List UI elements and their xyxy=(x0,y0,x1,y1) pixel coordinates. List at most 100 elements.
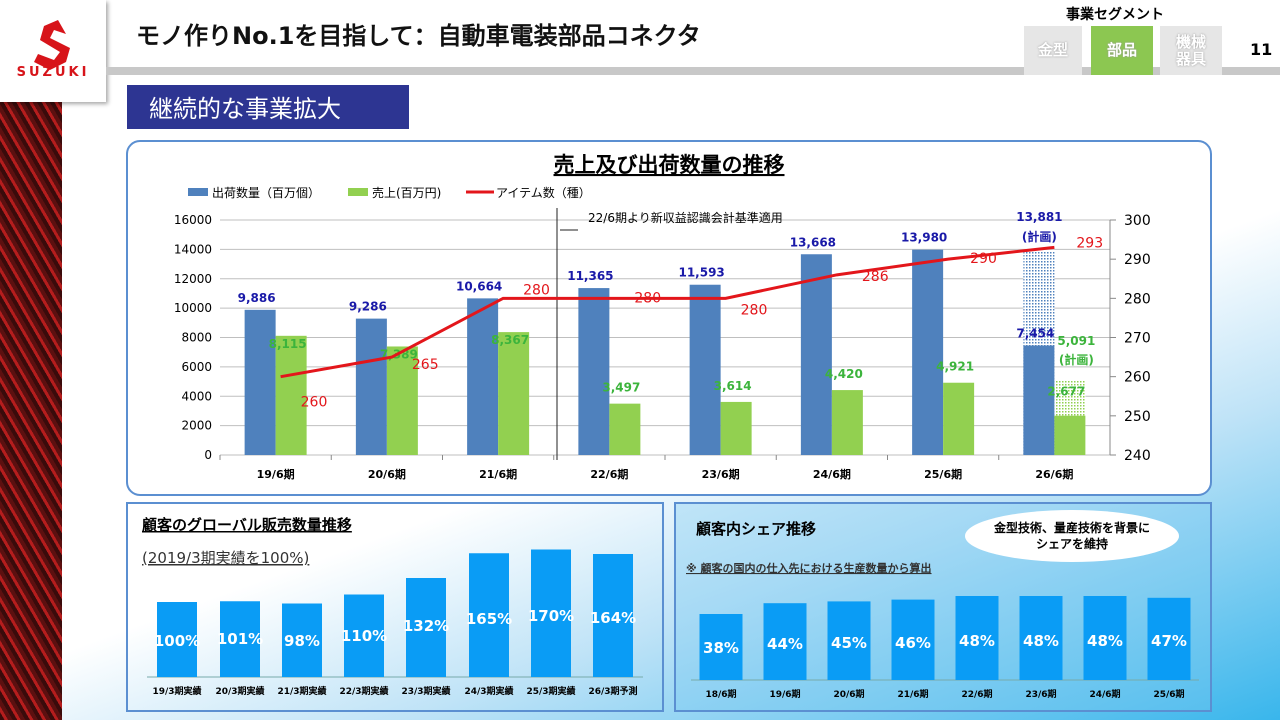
left-tick-label: 6000 xyxy=(181,360,212,374)
bar xyxy=(220,601,260,677)
bar xyxy=(157,602,197,677)
items-value-label: 290 xyxy=(970,251,997,267)
left-tick-label: 10000 xyxy=(174,301,212,315)
share-chart-note: ※ 顧客の国内の仕入先における生産数量から算出 xyxy=(686,561,932,575)
plan-note: (計画) xyxy=(1022,229,1057,244)
items-value-label: 265 xyxy=(412,357,439,373)
callout-bubble: 金型技術、量産技術を背景に シェアを維持 xyxy=(965,510,1179,562)
category-label: 23/6期 xyxy=(1025,688,1056,700)
items-value-label: 286 xyxy=(862,269,889,285)
suzuki-logo: SUZUKI xyxy=(0,0,106,102)
sales-value-label: 4,921 xyxy=(936,360,974,374)
shipments-value-label: 13,668 xyxy=(790,235,836,249)
category-label: 22/6期 xyxy=(590,467,628,481)
shipments-bar xyxy=(244,309,276,455)
sales-bar xyxy=(386,346,418,455)
sales-value-label: 3,614 xyxy=(714,379,752,393)
bar-value-label: 165% xyxy=(466,610,512,628)
legend-swatch-sales xyxy=(348,188,368,196)
category-label: 24/6期 xyxy=(813,467,851,481)
legend-label: アイテム数（種） xyxy=(496,185,591,200)
category-label: 24/3期実績 xyxy=(464,685,513,697)
bar-value-label: 46% xyxy=(895,634,931,652)
plan-note: (計画) xyxy=(1059,352,1094,367)
items-value-label: 280 xyxy=(741,302,768,318)
bar xyxy=(891,599,935,680)
sales-value-label: 4,420 xyxy=(825,367,863,381)
left-tick-label: 14000 xyxy=(174,242,212,256)
shipments-bar xyxy=(578,288,610,455)
shipments-bar xyxy=(689,284,721,455)
sales-bar xyxy=(720,401,752,455)
shipments-bar xyxy=(912,249,944,455)
category-label: 24/6期 xyxy=(1089,688,1120,700)
bar xyxy=(1147,597,1191,680)
left-tick-label: 2000 xyxy=(181,419,212,433)
bar-value-label: 38% xyxy=(703,639,739,657)
left-tick-label: 0 xyxy=(204,448,212,462)
shipments-bar xyxy=(355,318,387,455)
shipments-value-label: 7,454 xyxy=(1016,327,1054,341)
chart-title: 売上及び出荷数量の推移 xyxy=(554,153,785,177)
bar-value-label: 45% xyxy=(831,634,867,652)
section-heading: 継続的な事業拡大 xyxy=(127,85,409,129)
bar xyxy=(282,603,322,677)
items-value-label: 280 xyxy=(634,290,661,306)
bar-value-label: 170% xyxy=(528,607,574,625)
items-value-label: 280 xyxy=(523,282,550,298)
sales-value-label: 8,115 xyxy=(269,337,307,351)
sales-bar xyxy=(831,390,863,455)
sales-value-label: 3,497 xyxy=(602,381,640,395)
bar-value-label: 100% xyxy=(154,632,200,650)
bar-value-label: 101% xyxy=(217,630,263,648)
logo-text: SUZUKI xyxy=(17,65,90,80)
bar-value-label: 110% xyxy=(341,627,387,645)
left-tick-label: 4000 xyxy=(181,389,212,403)
right-tick-label: 270 xyxy=(1124,331,1151,347)
bar-value-label: 164% xyxy=(590,609,636,627)
category-label: 19/6期 xyxy=(769,688,800,700)
shipments-value-label: 11,365 xyxy=(567,269,613,283)
bar-value-label: 98% xyxy=(284,632,320,650)
bar xyxy=(827,601,871,680)
bar xyxy=(699,614,743,680)
shipments-value-label: 9,286 xyxy=(349,300,387,314)
page-number: 11 xyxy=(1250,40,1273,59)
shipments-value-label: 10,664 xyxy=(456,279,502,293)
segment-buhin[interactable]: 部品 xyxy=(1091,26,1153,75)
shipments-bar xyxy=(467,298,499,455)
legend-label: 売上(百万円) xyxy=(372,185,441,200)
category-label: 21/6期 xyxy=(897,688,928,700)
callout-line: 金型技術、量産技術を背景に xyxy=(993,521,1150,535)
right-tick-label: 300 xyxy=(1124,213,1151,229)
legend-swatch-shipments xyxy=(188,188,208,196)
left-tick-label: 12000 xyxy=(174,272,212,286)
segment-kikai[interactable]: 機械器具 xyxy=(1160,26,1222,75)
sales-bar xyxy=(609,403,641,455)
bar xyxy=(593,554,633,677)
right-tick-label: 240 xyxy=(1124,448,1151,464)
plan-shipments-label: 13,881 xyxy=(1016,210,1062,224)
bar-value-label: 47% xyxy=(1151,632,1187,650)
right-tick-label: 250 xyxy=(1124,409,1151,425)
shipments-value-label: 13,980 xyxy=(901,231,947,245)
shipments-bar xyxy=(1023,345,1055,455)
decorative-strip xyxy=(0,100,62,720)
category-label: 19/6期 xyxy=(257,467,295,481)
bar xyxy=(955,596,999,680)
items-value-label: 293 xyxy=(1076,235,1103,251)
legend-label: 出荷数量（百万個） xyxy=(212,185,320,200)
right-tick-label: 290 xyxy=(1124,252,1151,268)
left-tick-label: 16000 xyxy=(174,213,212,227)
left-tick-label: 8000 xyxy=(181,331,212,345)
plan-sales-label: 5,091 xyxy=(1057,334,1095,348)
category-label: 26/6期 xyxy=(1035,467,1073,481)
shipments-value-label: 11,593 xyxy=(678,266,724,280)
bar xyxy=(531,549,571,677)
right-tick-label: 280 xyxy=(1124,291,1151,307)
bar xyxy=(406,578,446,677)
segment-kanagata[interactable]: 金型 xyxy=(1024,26,1082,75)
category-label: 22/3期実績 xyxy=(339,685,388,697)
bar xyxy=(1019,596,1063,680)
right-tick-label: 260 xyxy=(1124,370,1151,386)
